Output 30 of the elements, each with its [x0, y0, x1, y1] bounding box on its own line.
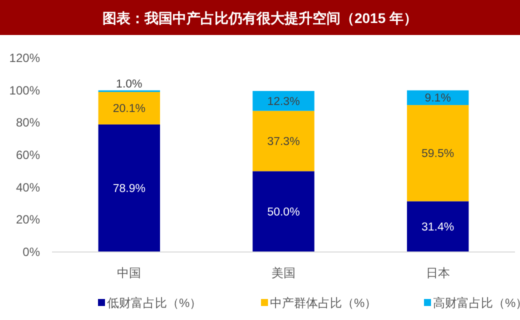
legend-label: 高财富占比（%） [433, 296, 520, 310]
data-label: 31.4% [422, 222, 454, 234]
data-label: 37.3% [267, 136, 300, 148]
y-tick-label: 60% [16, 148, 40, 162]
x-tick-label: 美国 [272, 266, 296, 280]
data-label: 50.0% [267, 206, 300, 219]
x-tick-label: 中国 [117, 266, 142, 280]
data-label: 9.1% [424, 92, 451, 105]
bar [252, 110, 314, 172]
y-tick-label: 80% [16, 116, 40, 130]
data-label: 1.0% [116, 78, 142, 90]
bar [406, 201, 469, 252]
bar [98, 124, 160, 252]
data-label: 59.5% [422, 148, 454, 160]
legend-label: 中产群体占比（%） [270, 296, 377, 310]
bar [406, 105, 469, 202]
data-label: 12.3% [267, 96, 300, 108]
bar [252, 171, 314, 252]
y-tick-label: 120% [9, 51, 40, 65]
bar [98, 92, 160, 124]
y-tick-label: 0% [22, 245, 40, 259]
bar [252, 90, 314, 111]
legend-label: 低财富占比（%） [107, 296, 202, 310]
data-label: 20.1% [112, 103, 146, 116]
data-label: 78.9% [112, 183, 146, 196]
chart-title: 图表：我国中产占比仍有很大提升空间（2015 年） [102, 10, 418, 26]
x-tick-label: 日本 [426, 266, 450, 280]
y-tick-label: 40% [16, 180, 40, 194]
y-tick-label: 20% [16, 212, 40, 227]
y-tick-label: 100% [9, 83, 40, 98]
